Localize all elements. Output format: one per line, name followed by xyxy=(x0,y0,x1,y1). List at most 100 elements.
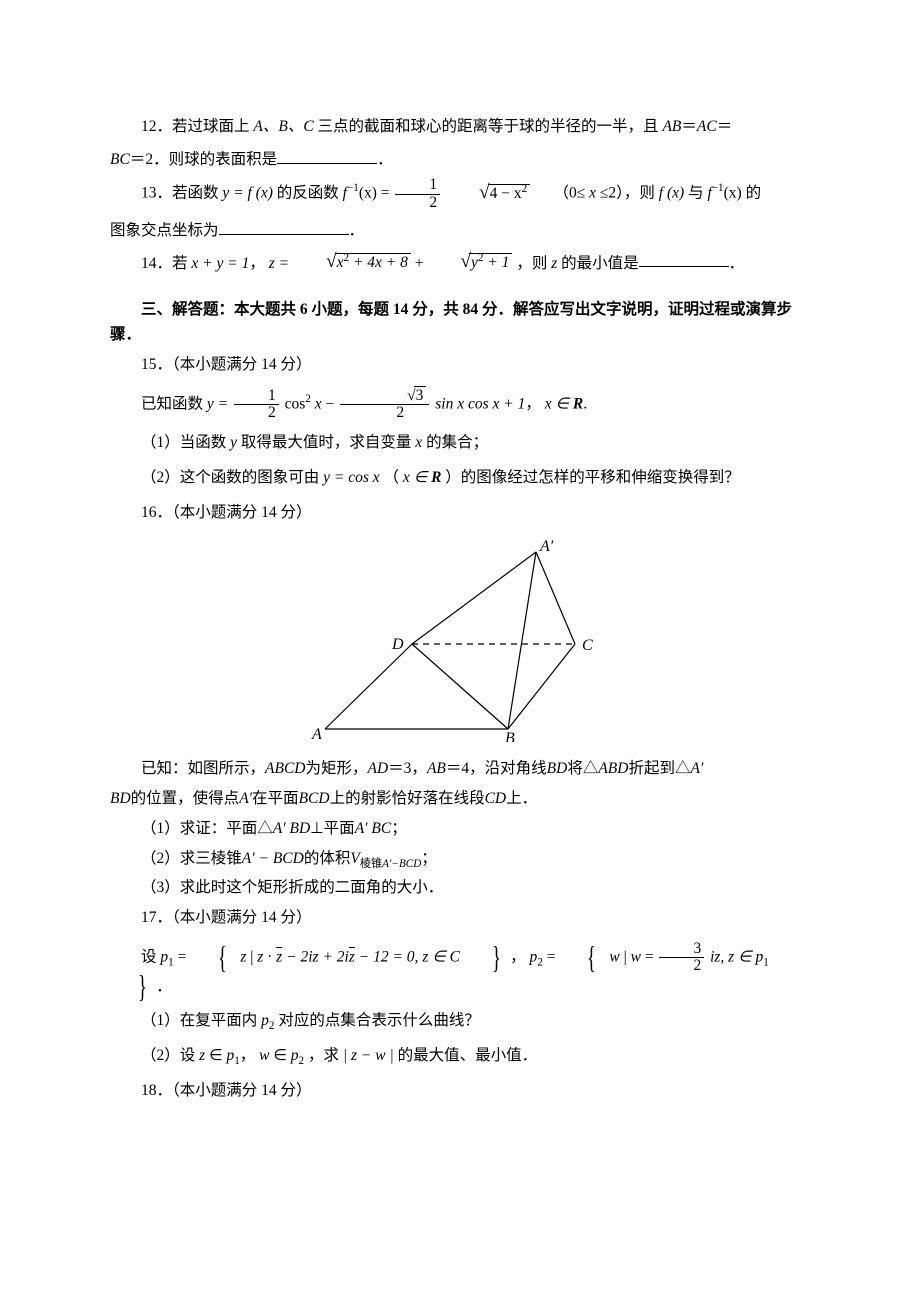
q17-p2-c: 的最大值、最小值． xyxy=(398,1047,538,1064)
q17-3h-den: 2 xyxy=(659,958,704,974)
q15-part1: （1）当函数 y 取得最大值时，求自变量 x 的集合； xyxy=(110,431,810,456)
q12-text-3: ＝2．则球的表面积是 xyxy=(130,151,277,168)
q17-p2-sub: 2 xyxy=(537,956,543,968)
q17-m12: − 12 = 0, xyxy=(355,948,422,965)
q17-p2-comma: ， xyxy=(240,1047,256,1064)
q16-l1-c: 将△ xyxy=(567,760,598,777)
q12-period: ． xyxy=(377,151,393,168)
q17-3h-num: 3 xyxy=(659,941,704,958)
q16-p1-a: （1）求证：平面△ xyxy=(141,820,273,837)
q16-BD2: BD xyxy=(110,790,131,807)
q13-fx: f (x) xyxy=(659,185,684,202)
q15-root3half: √32 xyxy=(340,388,429,422)
q16-p2-a: （2）求三棱锥 xyxy=(141,850,242,867)
q17-bar2: | xyxy=(620,948,631,965)
q16-p2-c: ； xyxy=(421,850,437,867)
q17-rbrace2: } xyxy=(119,975,147,999)
q17-lbrace1: { xyxy=(199,946,227,970)
q12-BC: BC xyxy=(110,151,130,168)
q12-AB: AB xyxy=(662,118,681,135)
q16-ABCD: ABCD xyxy=(265,760,305,777)
q15-xR: x ∈ R xyxy=(545,395,584,412)
q17-p1-b: 对应的点集合表示什么曲线？ xyxy=(278,1012,480,1029)
q14-rad1b: + 4x + 8 xyxy=(349,254,408,271)
q17-p1-p2: p xyxy=(261,1012,269,1029)
q17-weq: = xyxy=(641,948,658,965)
q12-ABC: A、B、C xyxy=(253,118,313,135)
q17-p1: p xyxy=(160,948,168,965)
q17-sets: 设 p1 = { z | z · z − 2iz + 2iz − 12 = 0,… xyxy=(110,941,810,999)
q17-p2-w: w xyxy=(259,1047,269,1064)
q17-set-a: 设 xyxy=(141,948,160,965)
q13-half-num: 1 xyxy=(395,177,440,194)
q16-p2-V: V xyxy=(350,850,359,867)
q13-range-a: （0≤ xyxy=(553,185,585,202)
q15-cos2-x: x xyxy=(315,395,322,412)
q13-x: x xyxy=(589,185,596,202)
q17-dot: · xyxy=(263,948,276,965)
q12-blank xyxy=(277,145,377,164)
q15-p2-a: （2）这个函数的图象可由 xyxy=(141,469,319,486)
q16-p1-c: ； xyxy=(391,820,407,837)
q17-zinp1-sub: 1 xyxy=(763,956,769,968)
q15-p1-c: 的集合； xyxy=(426,434,488,451)
q18-header: 18．（本小题满分 14 分） xyxy=(110,1079,810,1104)
q17-part2: （2）设 z ∈ p1， w ∈ p2 ，求 | z − w | 的最大值、最小… xyxy=(110,1044,810,1069)
q16-Ap2: A′ xyxy=(239,790,252,807)
q16-Ap1: A′ xyxy=(690,760,703,777)
q17-p1-sub: 1 xyxy=(168,956,174,968)
q16-AB: AB xyxy=(427,760,446,777)
q16-l1-a: 已知：如图所示， xyxy=(141,760,265,777)
q16-p1: （1）求证：平面△A′ BD⊥平面A′ BC； xyxy=(110,817,810,842)
q17-p2-a: （2）设 xyxy=(141,1047,195,1064)
q13-with: 与 xyxy=(688,185,704,202)
q17-eq2: = xyxy=(547,948,560,965)
q13-inv-sup: −1 xyxy=(347,183,359,195)
q15-half-den: 2 xyxy=(234,405,279,421)
q16-p1-ApBC: A′ BC xyxy=(355,820,392,837)
q14-comma1: ， xyxy=(249,254,265,271)
q15-period: . xyxy=(583,395,587,412)
svg-text:A: A xyxy=(311,726,322,742)
q17-p2-p2: p xyxy=(291,1047,299,1064)
q17-zinp1: z ∈ p xyxy=(728,948,763,965)
q12-line1: 12．若过球面上 A、B、C 三点的截面和球心的距离等于球的半径的一半，且 AB… xyxy=(110,115,810,140)
q16-diagram: ABDCA′ xyxy=(300,537,620,742)
q13-line1: 13．若函数 y = f (x) 的反函数 f−1(x) = 12 √4 − x… xyxy=(110,177,810,211)
svg-text:A′: A′ xyxy=(539,538,554,555)
q17-zinC: z ∈ C xyxy=(422,948,460,965)
q15-given: 已知函数 y = 12 cos2 x − √32 sin x cos x + 1… xyxy=(110,388,810,422)
q17-iz: iz, xyxy=(710,948,728,965)
q13-line2: 图象交点坐标为． xyxy=(110,216,810,244)
q16-p3: （3）求此时这个矩形折成的二面角的大小． xyxy=(110,876,810,901)
q17-rbrace1: } xyxy=(473,946,501,970)
q12-text-1: 12．若过球面上 xyxy=(141,118,250,135)
q15-yeq: y = xyxy=(207,395,228,412)
q16-l2-c: 上的射影恰好落在线段 xyxy=(330,790,485,807)
q17-w: w xyxy=(609,948,619,965)
q15-p1-a: （1）当函数 xyxy=(141,434,226,451)
q17-eq1: = xyxy=(178,948,191,965)
q12-AC: AC xyxy=(697,118,717,135)
q15-p1-y: y xyxy=(230,434,237,451)
q13-yfx: y = f (x) xyxy=(222,185,272,202)
q13-period: ． xyxy=(349,222,365,239)
q16-eq3: ＝3， xyxy=(388,760,427,777)
q13-eq: = xyxy=(381,185,390,202)
q16-line1: 已知：如图所示，ABCD为矩形，AD＝3，AB＝4，沿对角线BD将△ABD折起到… xyxy=(110,757,810,782)
q15-r3-den: 2 xyxy=(340,405,429,421)
q16-p2-ApBCD: A′ − BCD xyxy=(242,850,304,867)
q16-BCD: BCD xyxy=(299,790,330,807)
q17-p2-p2sub: 2 xyxy=(299,1055,305,1067)
q15-given-a: 已知函数 xyxy=(141,395,203,412)
q12-eq1: ＝ xyxy=(681,118,697,135)
q14-sqrt2: √y2 + 1 xyxy=(427,251,512,276)
q16-l1-d: 折起到△ xyxy=(628,760,690,777)
q14-blank xyxy=(639,249,729,268)
q17-p2-in1: ∈ xyxy=(205,1047,226,1064)
q14-period: ． xyxy=(729,254,745,271)
q14-z: z xyxy=(551,254,557,271)
q16-AD: AD xyxy=(368,760,389,777)
q17-p1-p2sub: 2 xyxy=(269,1020,275,1032)
q16-l2-a: 的位置，使得点 xyxy=(131,790,240,807)
